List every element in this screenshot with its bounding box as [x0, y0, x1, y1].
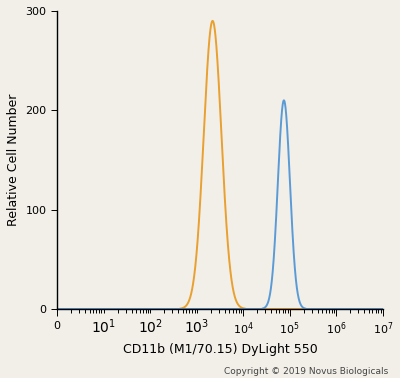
X-axis label: CD11b (M1/70.15) DyLight 550: CD11b (M1/70.15) DyLight 550: [122, 343, 317, 356]
Text: Copyright © 2019 Novus Biologicals: Copyright © 2019 Novus Biologicals: [224, 367, 388, 376]
Y-axis label: Relative Cell Number: Relative Cell Number: [7, 94, 20, 226]
